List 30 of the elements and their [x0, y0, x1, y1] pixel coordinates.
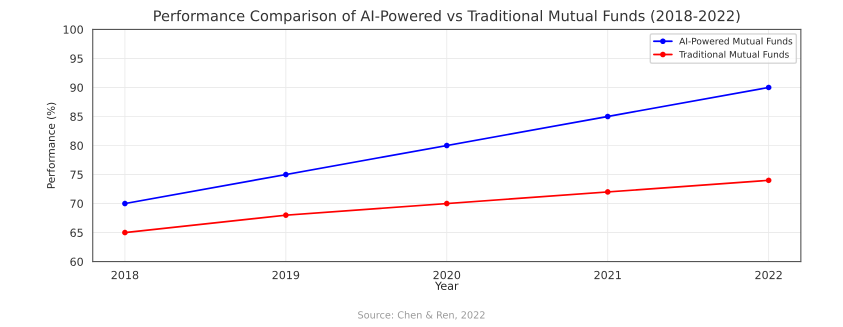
point [604, 189, 611, 195]
point [122, 200, 128, 206]
y-tick-label: 100 [64, 25, 83, 34]
y-tick-label: 75 [70, 170, 83, 179]
y-tick-label: 65 [70, 228, 83, 237]
y-tick-label: 70 [70, 200, 83, 208]
x-tick-label: 2022 [755, 270, 782, 280]
y-tick-label: 95 [70, 54, 83, 63]
x-tick-label: 2018 [112, 270, 138, 280]
y-tick-label: 80 [70, 141, 83, 150]
legend-label: Traditional Mutual Funds [679, 50, 789, 58]
point [604, 114, 611, 120]
y-tick-label: 60 [70, 258, 83, 266]
x-tick-label: 2019 [272, 270, 300, 280]
source-note: Source: Chen & Ren, 2022 [358, 311, 485, 320]
point [444, 142, 450, 148]
y-tick-label: 90 [70, 83, 83, 92]
point [766, 178, 772, 184]
y-tick-label: 85 [70, 112, 83, 121]
x-tick-label: 2021 [594, 270, 621, 280]
point [766, 84, 772, 90]
point [283, 172, 289, 178]
chart-title: Performance Comparison of AI-Powered vs Traditional Mutual Funds (2018-2022) [154, 10, 740, 24]
point [444, 200, 450, 206]
point [122, 230, 128, 236]
y-axis-title: Performance (%) [46, 102, 56, 188]
point [283, 212, 289, 218]
x-tick-label: 2020 [433, 270, 460, 280]
x-axis-title: Year [435, 282, 459, 290]
legend-label: AI-Powered Mutual Funds [679, 38, 792, 45]
